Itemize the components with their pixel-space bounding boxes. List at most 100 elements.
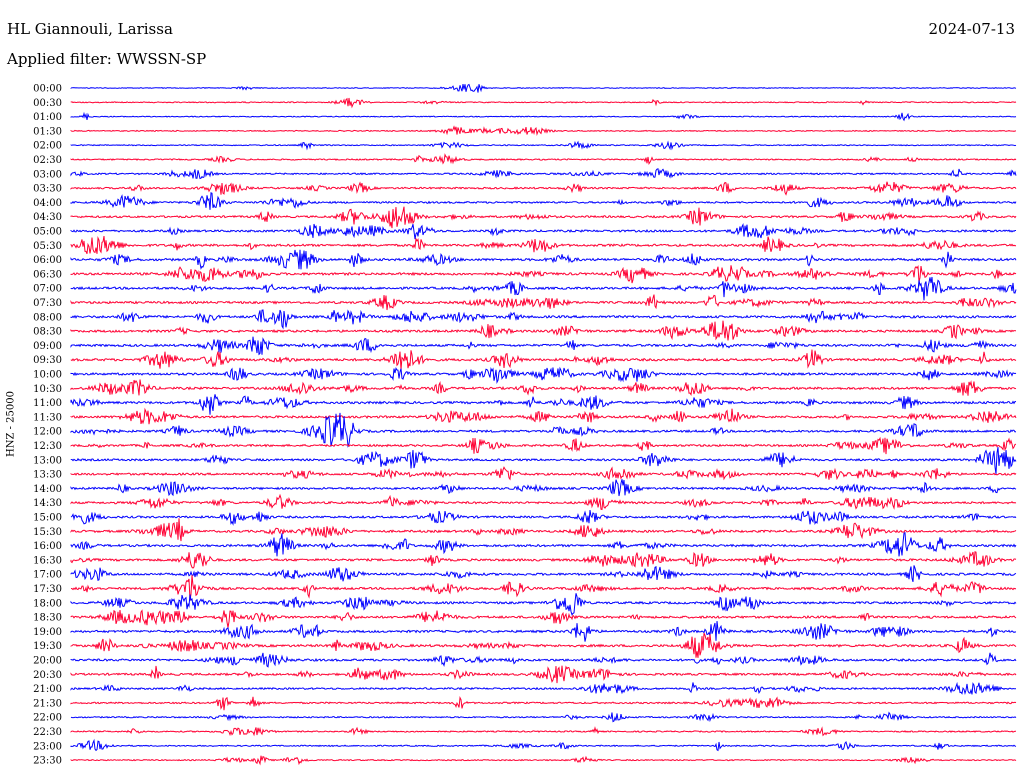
trace-row	[70, 711, 1017, 723]
trace-row	[70, 565, 1017, 583]
filter-label: Applied filter: WWSSN-SP	[7, 50, 207, 68]
trace-row	[70, 738, 1017, 752]
trace-row	[70, 681, 1017, 695]
time-tick-label: 20:30	[33, 670, 62, 681]
time-tick-label: 06:00	[33, 255, 62, 266]
time-tick-label: 12:00	[33, 427, 62, 438]
time-tick-label: 16:30	[33, 555, 62, 566]
trace-row	[70, 755, 1017, 766]
trace-row	[70, 466, 1017, 481]
trace-row	[70, 222, 1016, 240]
time-tick-label: 11:30	[33, 412, 62, 423]
time-tick-label: 03:00	[33, 169, 62, 180]
time-tick-label: 06:30	[33, 269, 62, 280]
trace-row	[70, 593, 1017, 616]
trace-row	[70, 621, 1017, 642]
time-tick-label: 00:30	[33, 98, 62, 109]
time-tick-label: 02:30	[33, 155, 62, 166]
station-title: HL Giannouli, Larissa	[7, 20, 173, 38]
time-tick-label: 16:00	[33, 541, 62, 552]
time-tick-label: 18:00	[33, 598, 62, 609]
trace-row	[70, 153, 1017, 165]
trace-row	[70, 447, 1017, 475]
trace-row	[70, 294, 1017, 311]
time-tick-label: 01:30	[33, 126, 62, 137]
trace-row	[70, 394, 1017, 415]
trace-row	[70, 320, 1016, 341]
time-tick-label: 15:00	[33, 513, 62, 524]
time-tick-label: 00:00	[33, 84, 62, 95]
trace-row	[70, 510, 1017, 526]
time-tick-label: 21:00	[33, 684, 62, 695]
time-tick-label: 09:00	[33, 341, 62, 352]
trace-row	[70, 493, 1017, 511]
trace-row	[70, 366, 1017, 384]
time-tick-label: 08:30	[33, 327, 62, 338]
trace-row	[70, 249, 1017, 270]
time-tick-label: 05:00	[33, 227, 62, 238]
time-tick-label: 10:30	[33, 384, 62, 395]
trace-row	[70, 407, 1017, 425]
trace-row	[70, 336, 1017, 356]
time-tick-label: 17:00	[33, 570, 62, 581]
trace-row	[70, 518, 1017, 542]
trace-row	[70, 532, 1017, 557]
time-tick-label: 21:30	[33, 698, 62, 709]
time-tick-label: 19:30	[33, 641, 62, 652]
trace-row	[70, 83, 1017, 93]
trace-row	[70, 412, 1017, 448]
time-tick-label: 14:30	[33, 498, 62, 509]
trace-row	[70, 264, 1017, 284]
trace-row	[70, 192, 1017, 210]
time-tick-label: 08:00	[33, 312, 62, 323]
time-tick-label: 19:00	[33, 627, 62, 638]
trace-row	[70, 181, 1017, 196]
time-tick-label: 11:00	[33, 398, 62, 409]
trace-row	[70, 575, 1017, 601]
trace-row	[70, 632, 1017, 658]
time-tick-label: 23:30	[33, 756, 62, 767]
trace-row	[70, 652, 1017, 668]
trace-row	[70, 236, 1017, 254]
trace-row	[70, 479, 1017, 497]
trace-row	[70, 276, 1017, 301]
time-tick-label: 22:00	[33, 713, 62, 724]
time-tick-label: 01:00	[33, 112, 62, 123]
time-tick-label: 20:00	[33, 656, 62, 667]
trace-row	[70, 695, 1017, 711]
trace-row	[70, 436, 1017, 455]
time-tick-label: 18:30	[33, 613, 62, 624]
time-tick-label: 12:30	[33, 441, 62, 452]
date-label: 2024-07-13	[928, 20, 1015, 38]
time-tick-label: 14:00	[33, 484, 62, 495]
time-tick-label: 10:00	[33, 370, 62, 381]
time-tick-label: 05:30	[33, 241, 62, 252]
time-tick-label: 23:00	[33, 741, 62, 752]
time-tick-label: 17:30	[33, 584, 62, 595]
time-tick-label: 13:00	[33, 455, 62, 466]
time-tick-label: 07:00	[33, 284, 62, 295]
trace-row	[70, 97, 1017, 109]
trace-row	[70, 551, 1017, 569]
time-tick-label: 13:30	[33, 470, 62, 481]
trace-row	[70, 379, 1017, 397]
time-tick-label: 22:30	[33, 727, 62, 738]
time-tick-label: 04:30	[33, 212, 62, 223]
trace-row	[70, 125, 1017, 137]
trace-row	[70, 609, 1017, 628]
trace-row	[70, 349, 1017, 370]
trace-row	[70, 726, 1016, 737]
time-tick-label: 09:30	[33, 355, 62, 366]
trace-row	[70, 665, 1017, 684]
trace-row	[70, 309, 1017, 330]
trace-row	[70, 111, 1017, 122]
time-tick-label: 04:00	[33, 198, 62, 209]
time-tick-label: 02:00	[33, 141, 62, 152]
time-tick-label: 07:30	[33, 298, 62, 309]
trace-row	[70, 140, 1017, 151]
time-tick-label: 03:30	[33, 184, 62, 195]
time-tick-label: 15:30	[33, 527, 62, 538]
trace-row	[70, 206, 1017, 229]
trace-row	[70, 168, 1017, 180]
